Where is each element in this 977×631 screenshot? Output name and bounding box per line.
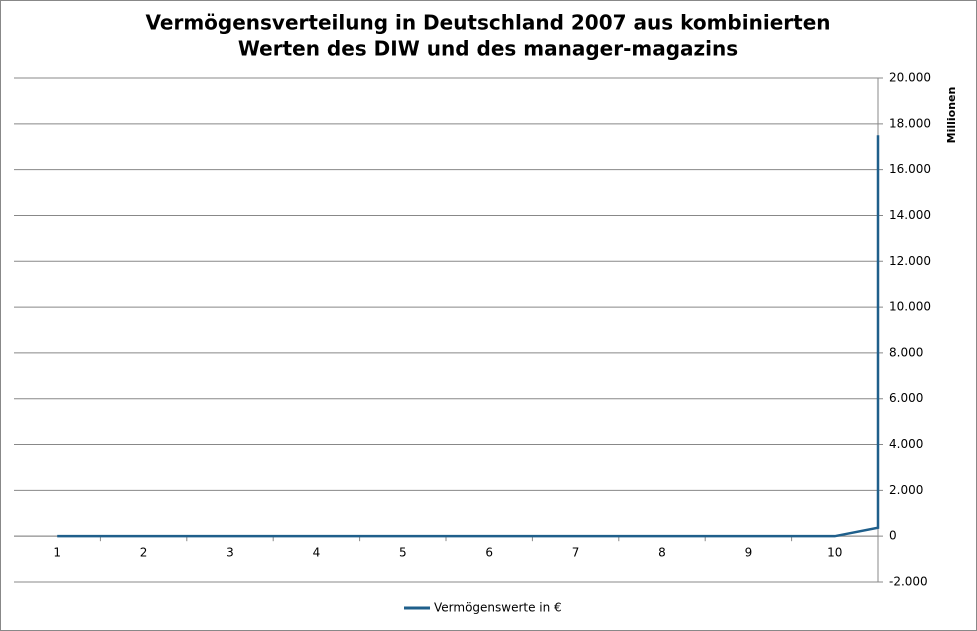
y-tick-label: 16.000 [889,162,931,176]
y-tick-label: 18.000 [889,116,931,130]
y-tick-label: 14.000 [889,208,931,222]
y-tick-label: 20.000 [889,71,931,85]
x-tick-label: 5 [399,546,407,560]
x-tick-label: 7 [572,546,580,560]
x-tick-label: 2 [140,546,148,560]
x-tick-label: 8 [658,546,666,560]
data-line [57,135,880,538]
x-tick-label: 9 [745,546,753,560]
y-tick-label: 12.000 [889,254,931,268]
x-tick-label: 4 [313,546,321,560]
x-tick-label: 6 [485,546,493,560]
y-tick-label: 2.000 [889,483,923,497]
x-tick-label: 1 [53,546,61,560]
y-tick-label: 6.000 [889,391,923,405]
x-tick-label: 3 [226,546,234,560]
y-axis-label: Millionen [945,87,958,144]
y-tick-label: 8.000 [889,345,923,359]
y-tick-label: 4.000 [889,437,923,451]
chart-title: Werten des DIW und des manager-magazins [238,37,738,61]
legend-label: Vermögenswerte in € [434,601,562,615]
x-tick-label: 10 [827,546,842,560]
y-tick-label: -2.000 [889,575,928,589]
y-tick-label: 10.000 [889,300,931,314]
y-tick-label: 0 [889,529,897,543]
chart-title: Vermögensverteilung in Deutschland 2007 … [146,11,831,35]
